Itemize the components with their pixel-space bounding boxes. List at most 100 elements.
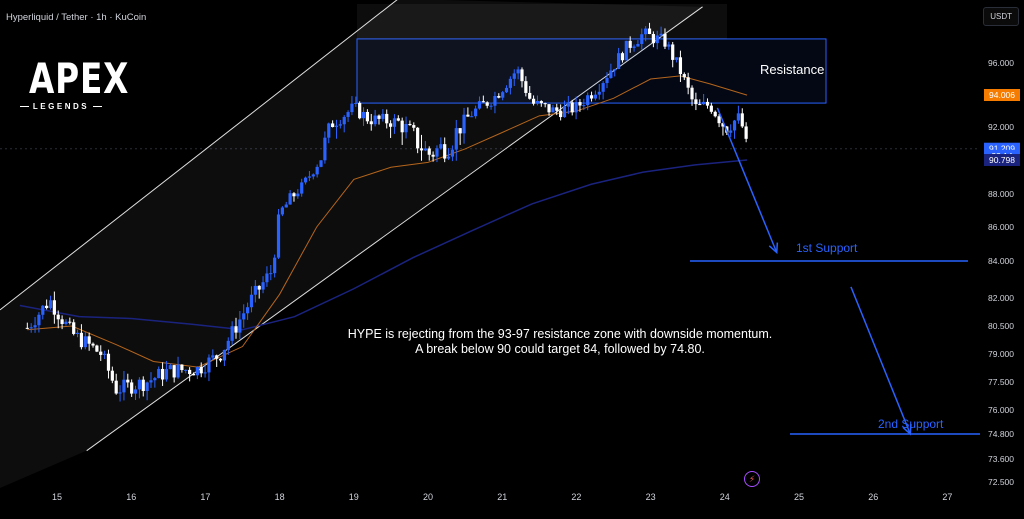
candle-body bbox=[354, 102, 358, 104]
candle-body bbox=[300, 182, 304, 194]
candle-body bbox=[315, 166, 319, 175]
candle-body bbox=[617, 53, 621, 70]
price-tick: 74.800 bbox=[988, 429, 1014, 439]
candle-body bbox=[470, 116, 474, 118]
candle-body bbox=[56, 314, 60, 320]
candle-body bbox=[160, 368, 165, 380]
price-tick: 86.000 bbox=[988, 222, 1014, 232]
candle-body bbox=[504, 87, 509, 93]
candle-body bbox=[640, 34, 644, 44]
ema-short-line bbox=[27, 75, 748, 368]
candle-body bbox=[729, 130, 733, 133]
candle-body bbox=[215, 355, 219, 359]
projection-arrow-2 bbox=[850, 286, 911, 435]
candle-body bbox=[261, 282, 265, 290]
candle-body bbox=[79, 332, 84, 348]
candle-body bbox=[188, 369, 192, 374]
candle-body bbox=[199, 366, 203, 374]
candle-body bbox=[106, 353, 111, 371]
candle-body bbox=[439, 144, 443, 149]
candle-body bbox=[385, 113, 389, 124]
price-tick: 77.500 bbox=[988, 377, 1014, 387]
candle-body bbox=[690, 87, 694, 100]
time-axis[interactable]: 15 16 17 18 19 20 21 22 23 24 25 26 27 bbox=[52, 492, 952, 502]
symbol-title[interactable]: Hyperliquid / Tether · 1h · KuCoin bbox=[6, 12, 147, 23]
candle-body bbox=[307, 176, 312, 178]
candle-body bbox=[601, 83, 605, 92]
lightning-icon[interactable]: ⚡ bbox=[744, 471, 760, 487]
candle-body bbox=[114, 380, 118, 394]
resistance-label: Resistance bbox=[760, 62, 825, 77]
candle-body bbox=[698, 104, 702, 106]
support-lines bbox=[690, 260, 980, 435]
candle-body bbox=[651, 34, 655, 44]
candle-body bbox=[377, 115, 381, 119]
candle-body bbox=[423, 148, 427, 151]
candle-body bbox=[474, 108, 478, 117]
candle-body bbox=[655, 35, 659, 44]
candle-body bbox=[717, 116, 721, 124]
candle-body bbox=[365, 111, 370, 122]
candle-body bbox=[450, 149, 455, 157]
candle-body bbox=[404, 123, 408, 133]
price-tick: 73.600 bbox=[988, 454, 1014, 464]
candle-body bbox=[207, 357, 211, 373]
price-axis[interactable]: 96.00094.00692.00091.20923:1490.79888.00… bbox=[984, 58, 1020, 487]
currency-button[interactable]: USDT bbox=[983, 7, 1019, 26]
candle-body bbox=[118, 392, 122, 394]
candle-body bbox=[311, 174, 315, 177]
candle-body bbox=[644, 28, 648, 35]
price-tag bbox=[984, 154, 1020, 166]
candle-body bbox=[350, 103, 354, 113]
candle-body bbox=[276, 214, 281, 258]
candle-body bbox=[269, 273, 273, 275]
candle-body bbox=[87, 336, 91, 344]
candle-body bbox=[60, 319, 64, 324]
candle-body bbox=[64, 321, 68, 324]
candle-body bbox=[620, 53, 625, 61]
candle-body bbox=[435, 148, 439, 157]
logo-sub-text: LEGENDS bbox=[32, 102, 90, 111]
time-tick: 25 bbox=[794, 492, 804, 502]
candle-body bbox=[628, 40, 632, 48]
candle-body bbox=[419, 148, 424, 151]
logo-main-text: APEX bbox=[29, 54, 130, 103]
candle-body bbox=[613, 69, 617, 71]
candle-body bbox=[230, 326, 234, 341]
candle-body bbox=[137, 379, 141, 390]
price-tag-text: 90.798 bbox=[989, 155, 1015, 165]
candle-body bbox=[342, 116, 346, 125]
candle-body bbox=[48, 300, 53, 309]
candle-body bbox=[184, 369, 188, 371]
candle-body bbox=[686, 77, 690, 88]
candle-body bbox=[574, 102, 578, 113]
projection-arrow-2-head bbox=[902, 423, 912, 436]
projection-arrow-1-head bbox=[768, 242, 779, 255]
candle-body bbox=[582, 105, 586, 107]
candle-body bbox=[358, 102, 362, 119]
candle-body bbox=[361, 111, 366, 119]
price-tag bbox=[984, 89, 1020, 101]
candle-body bbox=[586, 95, 590, 106]
candle-body bbox=[647, 28, 652, 35]
candle-body bbox=[458, 128, 462, 134]
channel-upper-line bbox=[0, 0, 398, 311]
note-line-2: A break below 90 could target 84, follow… bbox=[415, 342, 705, 356]
candle-body bbox=[400, 120, 404, 133]
candle-body bbox=[103, 353, 107, 355]
price-tag-text: 91.209 bbox=[989, 144, 1015, 154]
candle-body bbox=[319, 160, 323, 167]
candle-body bbox=[149, 380, 153, 383]
candle-body bbox=[412, 125, 416, 128]
candle-body bbox=[466, 114, 470, 117]
candle-body bbox=[369, 121, 373, 125]
candle-body bbox=[388, 123, 393, 127]
price-tick: 96.000 bbox=[988, 58, 1014, 68]
candle-body bbox=[682, 74, 686, 78]
price-tick: 92.000 bbox=[988, 122, 1014, 132]
candle-body bbox=[122, 379, 126, 393]
candle-body bbox=[168, 365, 172, 370]
candle-body bbox=[431, 154, 435, 157]
candle-body bbox=[531, 98, 536, 104]
